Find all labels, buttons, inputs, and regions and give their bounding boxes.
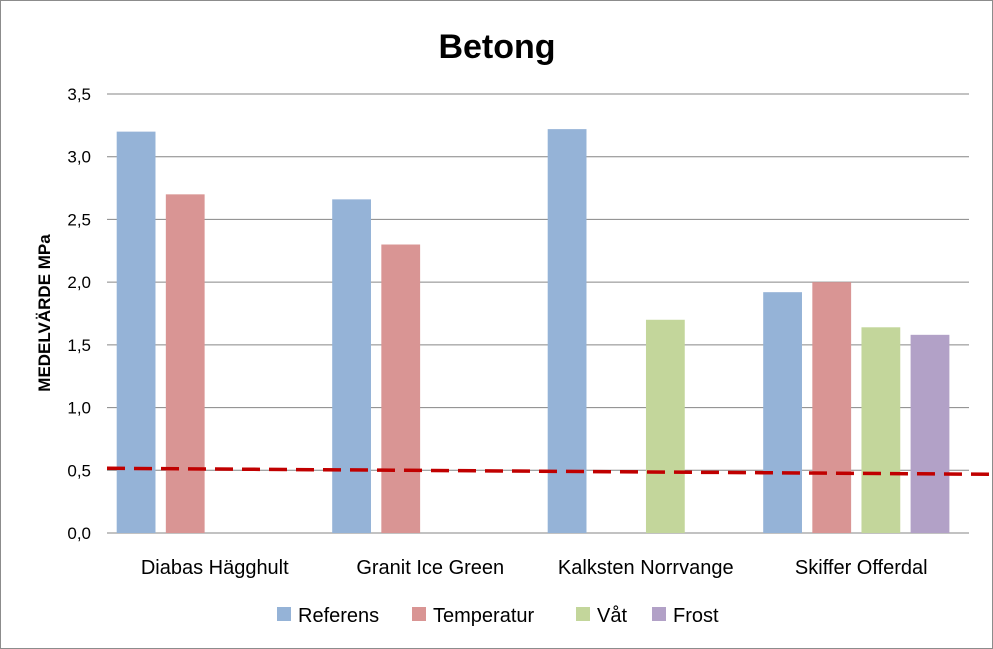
bar <box>645 319 685 533</box>
bar <box>381 244 421 533</box>
legend-swatch <box>277 607 291 621</box>
legend-label: Frost <box>673 605 719 627</box>
legend-label: Våt <box>597 605 627 627</box>
x-tick-label: Diabas Hägghult <box>141 557 289 579</box>
bar <box>812 282 852 533</box>
y-tick-label: 2,0 <box>67 273 91 292</box>
bar <box>165 194 205 534</box>
x-tick-labels: Diabas Hägghult Granit Ice Green Kalksten … <box>141 557 928 579</box>
bar <box>547 129 587 533</box>
reference-line-stroke <box>106 466 992 477</box>
chart-title: Betong <box>438 28 555 66</box>
bar <box>116 131 156 533</box>
y-tick-label: 1,5 <box>67 336 91 355</box>
legend: Referens Temperatur Våt Frost <box>277 605 719 627</box>
legend-swatch <box>652 607 666 621</box>
bar <box>910 334 950 533</box>
bar <box>861 327 901 533</box>
bar <box>332 199 371 534</box>
y-tick-label: 0,0 <box>67 524 91 543</box>
y-tick-label: 1,0 <box>67 399 91 418</box>
bars <box>116 129 950 534</box>
y-tick-labels: 0,0 0,5 1,0 1,5 2,0 2,5 3,0 3,5 <box>67 85 91 543</box>
reference-line <box>106 466 992 477</box>
y-tick-label: 0,5 <box>67 461 91 480</box>
legend-swatch <box>412 607 426 621</box>
legend-label: Temperatur <box>433 605 534 627</box>
y-tick-label: 2,5 <box>67 210 91 229</box>
x-tick-label: Skiffer Offerdal <box>795 557 928 579</box>
y-axis-label: MEDELVÄRDE MPa <box>35 234 54 392</box>
y-tick-label: 3,0 <box>67 148 91 167</box>
legend-swatch <box>576 607 590 621</box>
x-tick-label: Kalksten Norrvange <box>558 557 734 579</box>
bar <box>763 292 802 533</box>
legend-label: Referens <box>298 605 379 627</box>
y-tick-label: 3,5 <box>67 85 91 104</box>
x-tick-label: Granit Ice Green <box>356 557 504 579</box>
